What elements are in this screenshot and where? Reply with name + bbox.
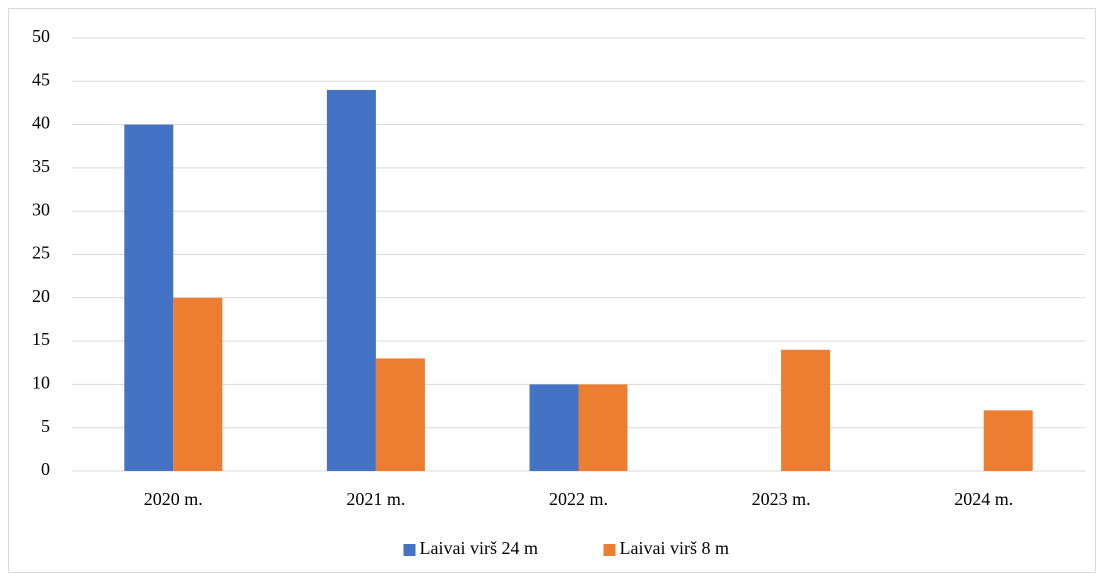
chart-frame (8, 8, 1096, 573)
bar (578, 384, 628, 471)
y-tick-label: 5 (41, 416, 50, 436)
bar (124, 124, 174, 471)
bar (326, 89, 376, 472)
x-tick-label: 2021 m. (346, 489, 405, 509)
x-tick-label: 2020 m. (144, 489, 203, 509)
bar (173, 297, 223, 471)
legend-swatch (403, 544, 416, 556)
y-tick-label: 25 (32, 243, 50, 263)
x-tick-label: 2023 m. (752, 489, 811, 509)
y-tick-label: 20 (32, 286, 50, 306)
y-tick-label: 15 (32, 329, 50, 349)
legend-label: Laivai virš 8 m (620, 538, 729, 558)
y-tick-label: 0 (41, 459, 50, 479)
y-tick-label: 50 (32, 26, 50, 46)
y-tick-label: 35 (32, 156, 50, 176)
bar (529, 384, 579, 471)
x-tick-label: 2022 m. (549, 489, 608, 509)
legend-swatch (603, 544, 616, 556)
legend-label: Laivai virš 24 m (420, 538, 538, 558)
y-tick-label: 10 (32, 373, 50, 393)
bar (983, 410, 1033, 471)
y-tick-label: 30 (32, 199, 50, 219)
x-tick-label: 2024 m. (954, 489, 1013, 509)
y-tick-label: 40 (32, 113, 50, 133)
bar (375, 358, 425, 471)
y-tick-label: 45 (32, 69, 50, 89)
bar (781, 349, 831, 471)
